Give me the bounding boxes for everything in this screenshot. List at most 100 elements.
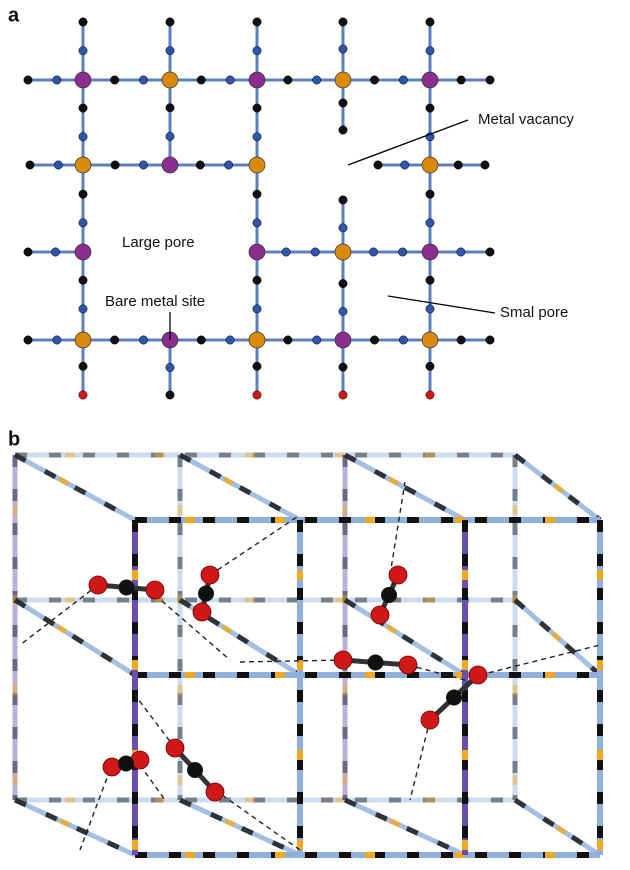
interaction xyxy=(20,585,98,645)
metal-node xyxy=(335,244,351,260)
carbon xyxy=(198,586,214,602)
linker-atom xyxy=(166,363,174,371)
linker-atom xyxy=(339,363,347,371)
linker-atom xyxy=(79,276,87,284)
oxygen xyxy=(103,758,121,776)
interaction xyxy=(390,482,405,575)
linker-atom xyxy=(79,362,87,370)
linker-atom xyxy=(369,248,377,256)
annotation: Bare metal site xyxy=(105,293,205,310)
linker-atom xyxy=(79,305,87,313)
linker-atom xyxy=(426,219,434,227)
linker-atom xyxy=(339,18,347,26)
figure: a b Metal vacancy Large pore Bare metal … xyxy=(0,0,630,870)
linker-atom xyxy=(253,305,261,313)
interaction xyxy=(240,660,345,662)
panel-b-framework xyxy=(15,455,600,855)
linker-atom xyxy=(426,391,434,399)
interaction xyxy=(135,695,175,748)
metal-node xyxy=(249,157,265,173)
interaction xyxy=(410,720,430,800)
linker-atom xyxy=(426,104,434,112)
interaction xyxy=(155,595,230,660)
pointer xyxy=(388,296,495,313)
metal-node xyxy=(75,157,91,173)
linker-atom xyxy=(426,190,434,198)
linker-atom xyxy=(253,219,261,227)
oxygen xyxy=(421,711,439,729)
linker-atom xyxy=(339,126,347,134)
oxygen xyxy=(146,581,164,599)
linker-atom xyxy=(253,391,261,399)
metal-node xyxy=(75,244,91,260)
linker-atom xyxy=(374,161,382,169)
linker-atom xyxy=(454,161,462,169)
metal-node xyxy=(249,244,265,260)
linker-atom xyxy=(426,305,434,313)
panel-label: b xyxy=(8,428,20,450)
oxygen xyxy=(399,656,417,674)
oxygen xyxy=(166,739,184,757)
linker-atom xyxy=(110,336,118,344)
linker-atom xyxy=(398,248,406,256)
metal-node xyxy=(422,157,438,173)
linker-atom xyxy=(24,336,32,344)
metal-node xyxy=(249,72,265,88)
linker-atom xyxy=(399,336,407,344)
linker-atom xyxy=(53,336,61,344)
oxygen xyxy=(389,566,407,584)
linker-atom xyxy=(197,336,205,344)
oxygen xyxy=(469,666,487,684)
linker-atom xyxy=(226,76,234,84)
linker-atom xyxy=(457,336,465,344)
linker-atom xyxy=(197,76,205,84)
metal-node xyxy=(162,157,178,173)
linker-atom xyxy=(111,161,119,169)
linker-atom xyxy=(253,104,261,112)
linker-atom xyxy=(313,76,321,84)
oxygen xyxy=(131,751,149,769)
carbon xyxy=(368,655,384,671)
linker-atom xyxy=(253,190,261,198)
linker-atom xyxy=(339,196,347,204)
linker-atom xyxy=(457,76,465,84)
linker-atom xyxy=(110,76,118,84)
oxygen xyxy=(334,651,352,669)
linker-atom xyxy=(79,18,87,26)
metal-node xyxy=(75,72,91,88)
linker-atom xyxy=(486,248,494,256)
linker-atom xyxy=(166,18,174,26)
carbon xyxy=(381,587,397,603)
oxygen xyxy=(89,576,107,594)
linker-atom xyxy=(426,362,434,370)
linker-atom xyxy=(481,161,489,169)
metal-node xyxy=(249,332,265,348)
linker-atom xyxy=(224,161,232,169)
linker-atom xyxy=(54,161,62,169)
linker-atom xyxy=(166,104,174,112)
linker-atom xyxy=(313,336,321,344)
linker-atom xyxy=(486,336,494,344)
annotation: Smal pore xyxy=(500,304,568,321)
linker-atom xyxy=(26,161,34,169)
carbon xyxy=(187,762,203,778)
linker-atom xyxy=(139,336,147,344)
linker-atom xyxy=(339,45,347,53)
linker-atom xyxy=(253,46,261,54)
linker-atom xyxy=(79,391,87,399)
oxygen xyxy=(206,783,224,801)
linker-atom xyxy=(53,76,61,84)
linker-atom xyxy=(253,18,261,26)
linker-atom xyxy=(370,336,378,344)
linker-atom xyxy=(284,336,292,344)
linker-atom xyxy=(253,276,261,284)
metal-node xyxy=(162,72,178,88)
carbon xyxy=(446,690,462,706)
linker-atom xyxy=(139,76,147,84)
linker-atom xyxy=(166,132,174,140)
pointer xyxy=(348,120,468,165)
metal-node xyxy=(422,332,438,348)
linker-atom xyxy=(426,276,434,284)
linker-atom xyxy=(79,219,87,227)
linker-atom xyxy=(339,224,347,232)
